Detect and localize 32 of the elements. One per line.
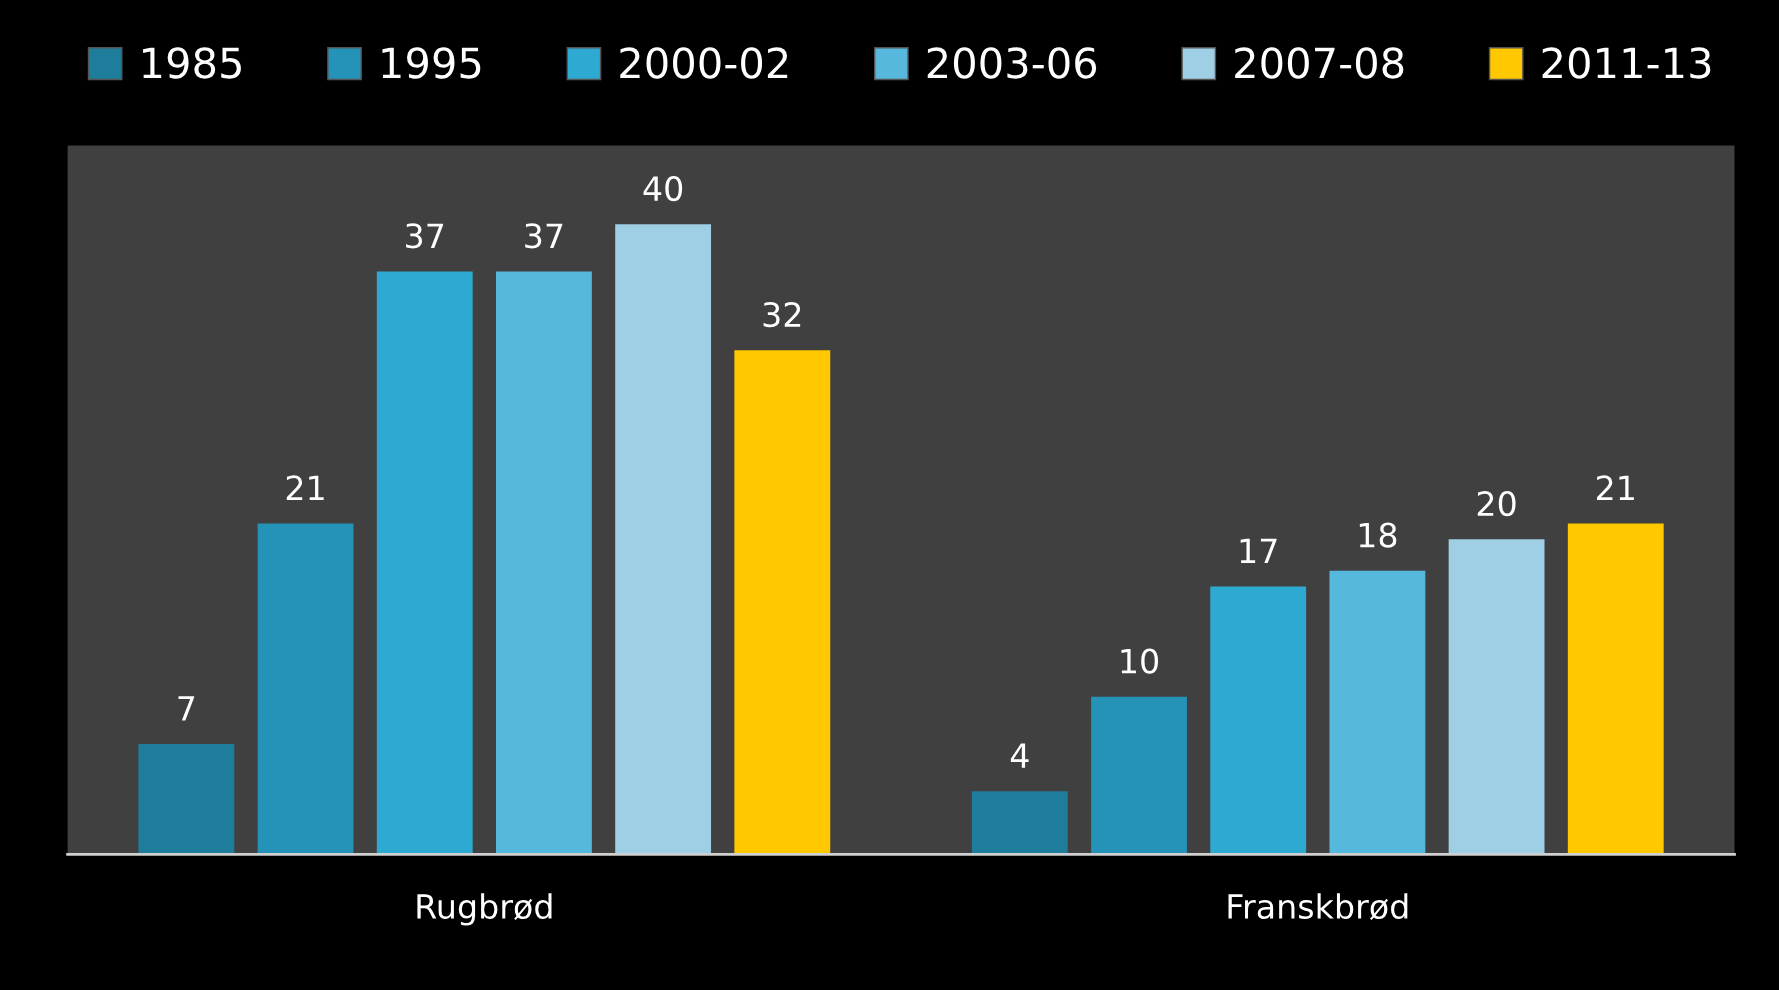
legend-label: 2003-06 [927, 47, 1097, 79]
legend-label: 1985 [143, 47, 241, 79]
legend-label: 2011-13 [1542, 47, 1711, 79]
data-label: 18 [1359, 522, 1397, 548]
data-label: 37 [406, 223, 444, 249]
bar [615, 224, 712, 855]
bar [1210, 586, 1307, 855]
legend-label: 2000-02 [620, 47, 788, 79]
data-label: 7 [178, 696, 195, 721]
data-label: 20 [1477, 490, 1516, 517]
bar [1329, 570, 1426, 855]
data-label: 21 [1596, 475, 1634, 500]
bar [1091, 696, 1187, 855]
bar [1567, 523, 1664, 855]
x-tick-label: Franskbrød [1228, 893, 1408, 921]
bar [734, 350, 831, 855]
bar [376, 271, 473, 855]
data-label: 37 [525, 223, 563, 249]
bar [1448, 539, 1545, 855]
bar [138, 744, 235, 855]
x-tick-label: Rugbrød [417, 893, 552, 926]
data-label: 32 [763, 301, 801, 328]
data-label: 40 [643, 175, 683, 202]
bar [971, 791, 1068, 855]
data-label: 17 [1240, 538, 1277, 563]
data-label: 21 [286, 475, 324, 500]
bar [496, 271, 592, 855]
data-label: 4 [1010, 743, 1029, 768]
legend-label: 2007-08 [1235, 47, 1404, 79]
legend-label: 1995 [382, 47, 481, 79]
data-label: 10 [1121, 648, 1159, 674]
bar [257, 523, 354, 855]
